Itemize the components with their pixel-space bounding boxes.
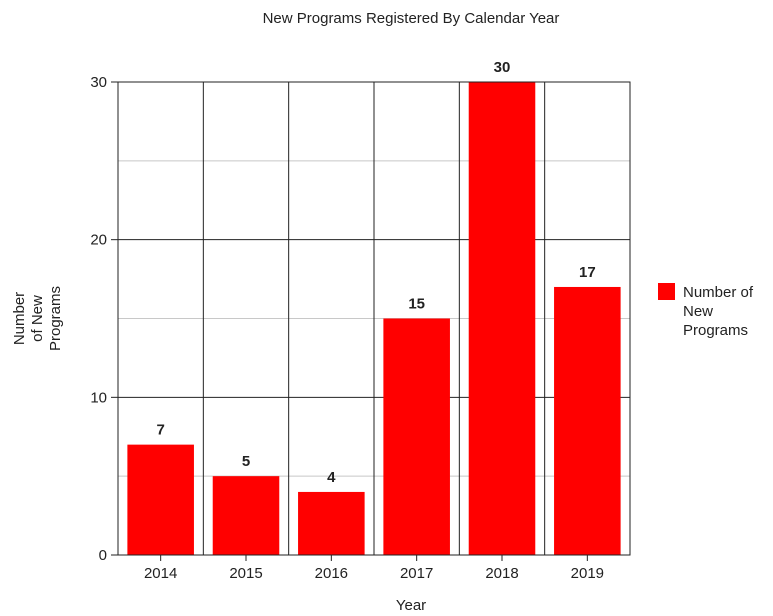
legend-text-line: Number of	[683, 284, 754, 301]
x-tick-label: 2017	[400, 565, 433, 582]
legend-label: Number of New Programs	[683, 284, 754, 339]
bar-value-label: 17	[579, 264, 596, 281]
y-axis-ticks: 0 10 20 30	[90, 74, 118, 564]
category-gridlines	[202, 82, 546, 555]
x-axis-label: Year	[396, 597, 426, 614]
bar-value-label: 7	[156, 422, 164, 439]
bar-2015	[212, 476, 280, 555]
bar-value-label: 15	[408, 296, 425, 313]
plot-frame	[117, 81, 631, 556]
y-axis-label-line: Programs	[47, 286, 64, 351]
y-axis-label-line: of New	[29, 295, 46, 342]
y-axis-label: Numberof NewPrograms	[11, 286, 64, 351]
x-tick-label: 2015	[229, 565, 262, 582]
x-tick-label: 2019	[571, 565, 604, 582]
legend-text-line: Programs	[683, 322, 748, 339]
legend-swatch	[658, 283, 675, 300]
plot-border	[117, 81, 631, 556]
bar-value-labels: 7 5 4 15 30 17	[156, 59, 595, 486]
bar-2016	[298, 491, 365, 555]
bars	[127, 82, 621, 555]
bar-2014	[127, 444, 194, 555]
x-tick-label: 2016	[315, 565, 348, 582]
y-tick-label: 20	[90, 232, 107, 249]
bar-value-label: 30	[494, 59, 511, 76]
chart-title: New Programs Registered By Calendar Year	[263, 10, 560, 27]
bar-2019	[554, 286, 621, 555]
y-tick-label: 10	[90, 389, 107, 406]
bar-2017	[383, 318, 450, 555]
legend-text: Number of New Programs	[683, 284, 754, 339]
y-axis-label-line: Number	[11, 292, 28, 345]
y-tick-label: 0	[99, 547, 107, 564]
x-tick-label: 2014	[144, 565, 177, 582]
y-axis-label-text: Numberof NewPrograms	[11, 286, 64, 351]
x-axis-ticks: 2014 2015 2016 2017 2018 2019	[144, 555, 604, 582]
bar-value-label: 5	[242, 453, 250, 470]
bar-2018	[468, 82, 536, 555]
legend: Number of New Programs	[658, 283, 754, 339]
y-tick-label: 30	[90, 74, 107, 91]
bar-value-label: 4	[327, 469, 336, 486]
legend-text-line: New	[683, 303, 713, 320]
x-tick-label: 2018	[485, 565, 518, 582]
